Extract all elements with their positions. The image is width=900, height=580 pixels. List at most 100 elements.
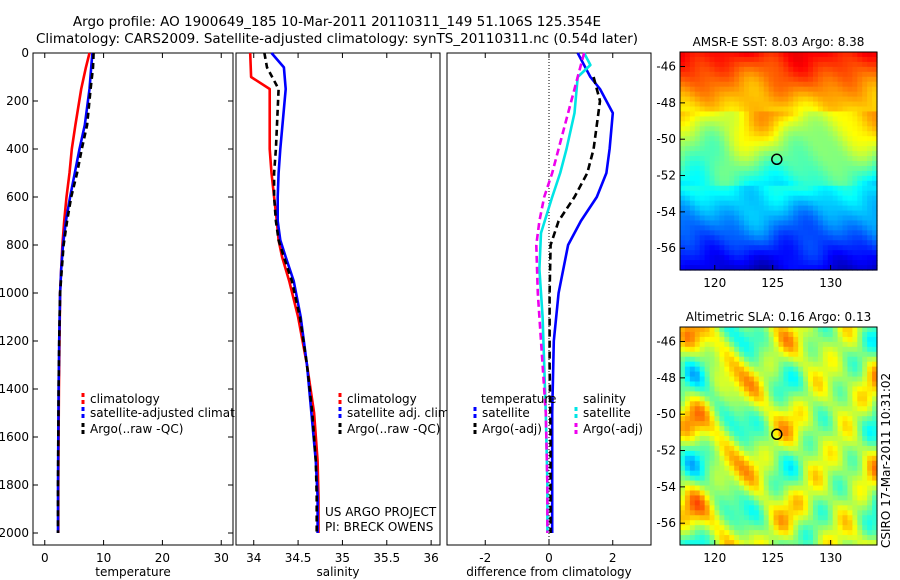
heatmap-cell: [817, 460, 824, 467]
heatmap-cell: [812, 470, 819, 477]
heatmap-cell: [842, 440, 849, 447]
heatmap-cell: [872, 106, 878, 113]
heatmap-cell: [768, 396, 775, 402]
heatmap-cell: [872, 175, 878, 182]
heatmap-cell: [867, 450, 873, 457]
heatmap-cell: [709, 465, 716, 472]
heatmap-cell: [729, 346, 735, 353]
heatmap-cell: [753, 436, 760, 442]
heatmap-cell: [778, 86, 785, 93]
heatmap-cell: [694, 235, 701, 241]
heatmap-cell: [684, 520, 691, 526]
heatmap-cell: [798, 106, 804, 113]
heatmap-cell: [867, 530, 873, 536]
heatmap-cell: [783, 411, 789, 417]
heatmap-cell: [817, 230, 824, 236]
heatmap-cell: [709, 490, 716, 497]
heatmap-cell: [867, 250, 873, 256]
float-location-marker: [771, 428, 783, 441]
heatmap-cell: [709, 331, 716, 338]
heatmap-cell: [842, 371, 849, 378]
heatmap-cell: [832, 520, 839, 526]
heatmap-cell: [680, 406, 686, 412]
heatmap-cell: [852, 260, 858, 266]
legend-label: satellite adj. clim.: [347, 406, 453, 420]
heatmap-cell: [847, 260, 853, 266]
heatmap-cell: [709, 52, 716, 58]
heatmap-cell: [729, 161, 735, 167]
heatmap-cell: [803, 515, 809, 521]
heatmap-cell: [734, 106, 740, 113]
heatmap-cell: [758, 235, 765, 241]
heatmap-cell: [719, 185, 725, 192]
heatmap-cell: [798, 190, 804, 197]
heatmap-cell: [689, 220, 696, 226]
heatmap-cell: [852, 520, 858, 526]
heatmap-cell: [788, 235, 794, 241]
heatmap-cell: [684, 156, 691, 162]
heatmap-cell: [857, 540, 863, 546]
heatmap-cell: [744, 327, 750, 333]
heatmap-cell: [803, 391, 809, 397]
heatmap-cell: [842, 195, 849, 202]
heatmap-cell: [842, 260, 849, 266]
heatmap-cell: [822, 190, 829, 197]
heatmap-cell: [812, 136, 819, 142]
heatmap-cell: [788, 426, 794, 432]
heatmap-cell: [724, 81, 730, 88]
heatmap-cell: [857, 515, 863, 521]
heatmap-cell: [822, 510, 829, 516]
heatmap-cell: [773, 245, 780, 251]
heatmap-cell: [768, 411, 775, 417]
heatmap-cell: [758, 66, 765, 73]
heatmap-cell: [847, 126, 853, 132]
heatmap-cell: [827, 391, 834, 397]
heatmap-cell: [734, 165, 740, 172]
y-tick-label: 1600: [0, 430, 29, 444]
heatmap-cell: [812, 421, 819, 427]
heatmap-cell: [739, 91, 745, 98]
heatmap-cell: [704, 96, 711, 103]
heatmap-cell: [847, 540, 853, 546]
heatmap-cell: [822, 161, 829, 167]
heatmap-cell: [684, 465, 691, 472]
heatmap-cell: [694, 460, 701, 467]
heatmap-cell: [758, 101, 765, 108]
heatmap-cell: [699, 445, 706, 452]
heatmap-cell: [817, 235, 824, 241]
heatmap-cell: [744, 485, 750, 492]
heatmap-cell: [837, 401, 844, 407]
heatmap-cell: [793, 131, 799, 137]
heatmap-cell: [684, 111, 691, 117]
heatmap-cell: [793, 371, 799, 378]
heatmap-cell: [734, 146, 740, 152]
heatmap-cell: [822, 361, 829, 368]
heatmap-cell: [763, 52, 770, 58]
heatmap-cell: [793, 141, 799, 147]
heatmap-cell: [724, 250, 730, 256]
heatmap-cell: [778, 381, 785, 388]
heatmap-cell: [763, 411, 770, 417]
heatmap-cell: [827, 495, 834, 501]
heatmap-cell: [812, 520, 819, 526]
heatmap-cell: [748, 56, 755, 63]
heatmap-cell: [699, 416, 706, 422]
heatmap-cell: [822, 371, 829, 378]
heatmap-cell: [862, 215, 868, 222]
heatmap-cell: [694, 225, 701, 231]
heatmap-cell: [837, 265, 844, 271]
heatmap-cell: [817, 431, 824, 437]
heatmap-cell: [739, 185, 745, 192]
heatmap-cell: [689, 341, 696, 348]
heatmap-cell: [753, 371, 760, 378]
heatmap-cell: [680, 540, 686, 546]
heatmap-cell: [812, 126, 819, 132]
heatmap-cell: [783, 250, 789, 256]
heatmap-cell: [773, 66, 780, 73]
heatmap-cell: [763, 190, 770, 197]
heatmap-cell: [778, 185, 785, 192]
heatmap-cell: [748, 475, 755, 482]
heatmap-cell: [768, 381, 775, 388]
heatmap-cell: [680, 161, 686, 167]
heatmap-cell: [803, 530, 809, 536]
